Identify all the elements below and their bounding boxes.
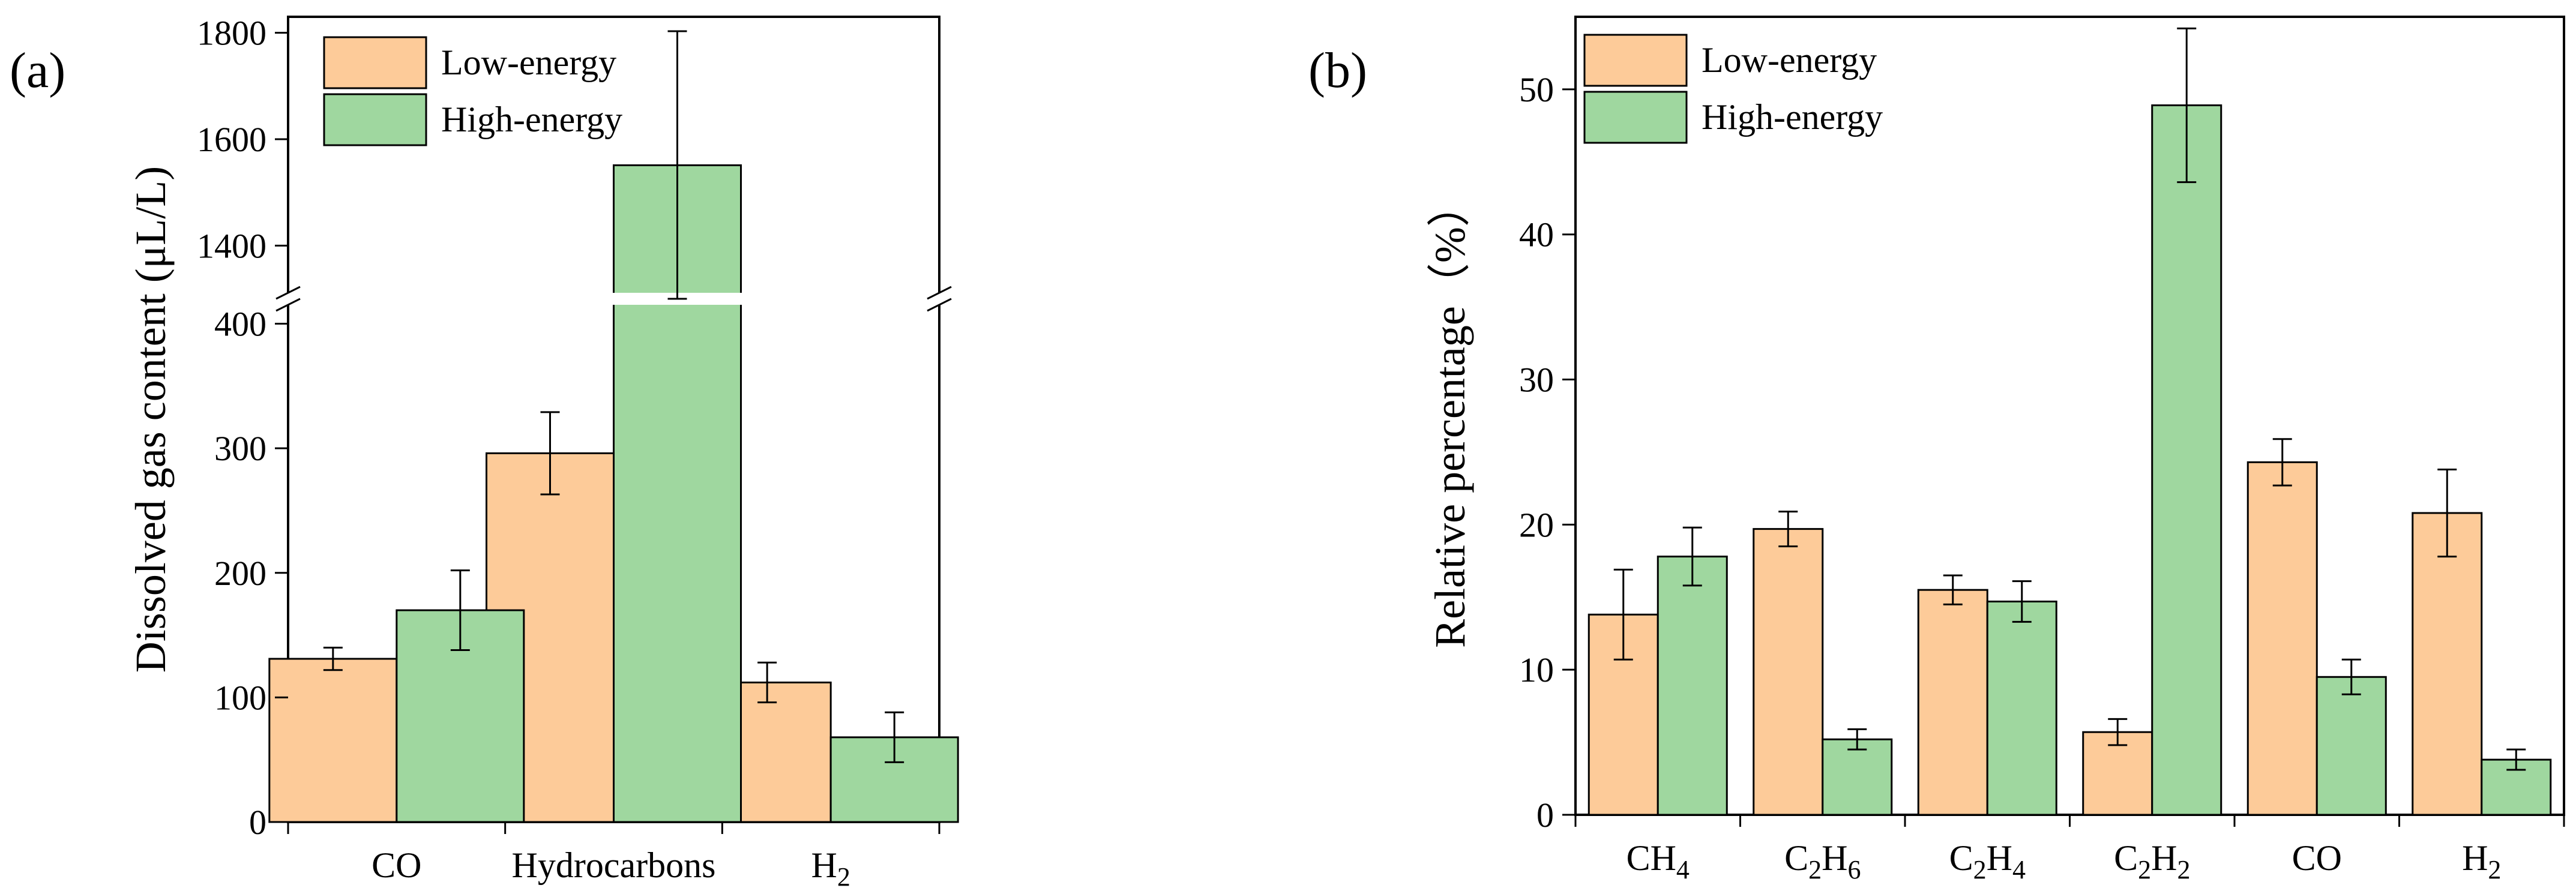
x-tick-label: H2: [2462, 838, 2501, 884]
y-tick-label: 200: [214, 554, 266, 593]
legend-swatch-low-energy: [323, 36, 427, 89]
y-tick-label: 0: [1536, 796, 1554, 835]
x-tick-label: C2H2: [2114, 838, 2190, 884]
panel-label: (b): [1308, 43, 1367, 98]
axis-break-mark: [275, 298, 301, 312]
axis-break-mark: [927, 286, 952, 300]
legend-label: Low-energy: [441, 43, 616, 82]
y-tick-label: 300: [214, 429, 266, 468]
legend-swatch-high-energy: [1583, 91, 1688, 144]
y-tick-label: 100: [214, 678, 266, 717]
bar-high-energy-0: [1657, 556, 1728, 816]
bar-low-energy-5: [2412, 512, 2483, 816]
legend-label: Low-energy: [1702, 40, 1877, 80]
x-tick-label: C2H4: [1949, 838, 2026, 884]
panel-label: (a): [10, 43, 65, 98]
bar-low-energy-4: [2246, 461, 2318, 816]
bar-low-energy-1: [1753, 528, 1824, 816]
y-axis-title: Dissolved gas content (μL/L): [127, 166, 175, 673]
y-tick-label: 1800: [197, 14, 266, 53]
legend-swatch-low-energy: [1583, 34, 1688, 87]
y-tick-label: 30: [1519, 361, 1554, 400]
legend-swatch-high-energy: [323, 93, 427, 146]
y-tick-label: 40: [1519, 215, 1554, 254]
y-tick-label: 50: [1519, 70, 1554, 109]
y-tick-label: 1600: [197, 120, 266, 159]
x-tick-label: CO: [372, 845, 421, 885]
y-tick-label: 20: [1519, 505, 1554, 544]
x-tick-label: CO: [2292, 838, 2342, 878]
panel-b-chart: 0 10 20 30 40 50 CH4 C2H6 C2H4 C2H2 CO H2 Relative p…: [1308, 16, 2565, 884]
bar-low-energy-0: [268, 658, 398, 823]
x-tick-label: CH4: [1627, 838, 1690, 884]
panel-a-chart: 0 100 200 300 400 1400 1600 1800 CO Hydrocarbons H…: [10, 14, 959, 892]
bar-high-energy-2: [1986, 601, 2057, 816]
y-tick-label: 1400: [197, 226, 266, 265]
legend-label: High-energy: [1702, 97, 1883, 137]
x-tick-label: C2H6: [1784, 838, 1861, 884]
x-tick-label: H2: [811, 845, 850, 892]
axis-break-mark: [275, 286, 301, 300]
bar-high-energy-3: [2151, 104, 2222, 816]
y-tick-label: 10: [1519, 650, 1554, 689]
legend-label: High-energy: [441, 100, 622, 139]
y-tick-label: 400: [214, 305, 266, 344]
axis-break-mark: [927, 298, 952, 312]
y-tick-label: 0: [249, 803, 266, 842]
bar-low-energy-2: [1917, 589, 1988, 816]
y-axis-title: Relative percentage（%）: [1426, 184, 1474, 648]
x-tick-label: Hydrocarbons: [512, 845, 716, 885]
bar-high-energy-1: [1822, 738, 1893, 816]
bar-high-energy-4: [2316, 676, 2387, 816]
